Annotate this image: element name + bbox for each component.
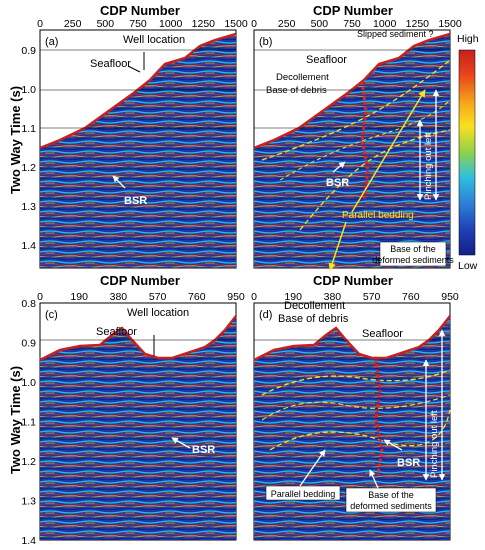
xtick-label: 1000 (159, 18, 183, 30)
panel-d-red-fault-zone (374, 359, 384, 476)
panel-b-slipped: Slipped sediment ? (357, 29, 434, 39)
ytick-label: 0.9 (21, 338, 36, 350)
ytick-label: 1.1 (21, 417, 36, 429)
xtick-label: 1000 (373, 18, 397, 30)
xtick-label: 190 (70, 291, 88, 303)
colorbar: High Low (457, 33, 479, 272)
xtick-label: 500 (311, 18, 329, 30)
xtick-label: 750 (129, 18, 147, 30)
ytick-label: 0.9 (21, 45, 36, 57)
panel-a: (a) Well location Seafloor BSR (39, 29, 237, 269)
bottom-left-xaxis-title: CDP Number (100, 273, 180, 288)
panel-b-base-debris: Base of debris (266, 85, 327, 96)
panel-d: (d) Decollement Base of debris Seafloor … (253, 300, 451, 541)
xtick-label: 250 (278, 18, 296, 30)
panel-b-base-deformed-line1: Base of the (390, 244, 436, 254)
panel-a-bsr: BSR (124, 195, 147, 207)
xtick-label: 760 (402, 291, 420, 303)
bottom-yaxis-title: Two Way Time (s) (8, 366, 23, 474)
panel-a-seismic (40, 34, 236, 268)
top-left-xaxis-title: CDP Number (100, 3, 180, 18)
ytick-label: 1.4 (21, 535, 36, 547)
ytick-label: 1.0 (21, 84, 36, 96)
xtick-label: 1500 (224, 18, 248, 30)
xtick-label: 380 (324, 291, 342, 303)
panel-d-seafloor-reflector (253, 315, 451, 362)
xtick-label: 380 (110, 291, 128, 303)
xtick-label: 570 (363, 291, 381, 303)
colorbar-gradient (458, 49, 476, 256)
panel-b-bsr: BSR (326, 177, 349, 189)
top-yaxis-title: Two Way Time (s) (8, 86, 23, 194)
panel-b: (b) Slipped sediment ? Seafloor Decollem… (253, 29, 454, 271)
xtick-label: 0 (251, 291, 257, 303)
panel-b-seismic (254, 34, 450, 268)
panel-c-seismic (40, 316, 236, 540)
xtick-label: 750 (343, 18, 361, 30)
xtick-label: 250 (64, 18, 82, 30)
xtick-label: 0 (251, 18, 257, 30)
panel-a-label: (a) (45, 36, 58, 48)
xtick-label: 950 (441, 291, 459, 303)
panel-d-bsr: BSR (397, 457, 420, 469)
panel-d-base-debris: Base of debris (278, 313, 349, 325)
panel-c-seafloor-reflector (39, 315, 237, 362)
xtick-label: 1250 (192, 18, 216, 30)
panel-b-base-deformed-line2: deformed sediments (372, 255, 454, 265)
panel-b-parallel-bedding: Parallel bedding (342, 210, 414, 221)
panel-a-well-location: Well location (123, 34, 185, 46)
xtick-label: 950 (227, 291, 245, 303)
ytick-label: 1.3 (21, 496, 36, 508)
xtick-label: 0 (37, 291, 43, 303)
panel-d-seismic (254, 316, 450, 540)
panel-b-decollement-horizon (261, 59, 451, 161)
xtick-label: 1250 (406, 18, 430, 30)
panel-a-seafloor-reflector (39, 32, 237, 150)
xtick-label: 190 (284, 291, 302, 303)
panel-b-seafloor: Seafloor (306, 54, 347, 66)
panel-c-seafloor: Seafloor (96, 326, 137, 338)
colorbar-low: Low (458, 260, 478, 272)
ytick-label: 1.2 (21, 456, 36, 468)
bottom-right-xaxis-title: CDP Number (313, 273, 393, 288)
panel-b-decollement: Decollement (276, 72, 329, 83)
panel-c-bsr: BSR (192, 444, 215, 456)
ytick-label: 1.0 (21, 377, 36, 389)
panel-d-decollement: Decollement (284, 300, 345, 312)
xtick-label: 1500 (438, 18, 462, 30)
ytick-label: 1.2 (21, 162, 36, 174)
panel-b-label: (b) (259, 36, 272, 48)
ytick-label: 1.1 (21, 123, 36, 135)
panel-d-label: (d) (259, 309, 272, 321)
xtick-label: 760 (188, 291, 206, 303)
panel-d-base-deformed-line1: Base of the (368, 490, 414, 500)
colorbar-high: High (457, 33, 479, 45)
xtick-label: 0 (37, 18, 43, 30)
panel-b-pinching: Pinching out left (423, 132, 434, 200)
ytick-label: 1.4 (21, 240, 36, 252)
panel-c-label: (c) (45, 309, 58, 321)
panel-c: (c) Well location Seafloor BSR (39, 302, 237, 541)
xtick-label: 570 (149, 291, 167, 303)
panel-b-seafloor-reflector (253, 32, 451, 150)
panel-d-parallel-bedding: Parallel bedding (271, 489, 336, 499)
panel-a-seafloor: Seafloor (90, 58, 131, 70)
ytick-label: 1.3 (21, 201, 36, 213)
ytick-label: 0.8 (21, 298, 36, 310)
panel-d-seafloor: Seafloor (362, 328, 403, 340)
panel-d-pinching: Pinching out left (429, 410, 440, 478)
panel-c-well-location: Well location (127, 307, 189, 319)
xtick-label: 500 (97, 18, 115, 30)
top-right-xaxis-title: CDP Number (313, 3, 393, 18)
panel-d-base-deformed-line2: deformed sediments (350, 501, 432, 511)
